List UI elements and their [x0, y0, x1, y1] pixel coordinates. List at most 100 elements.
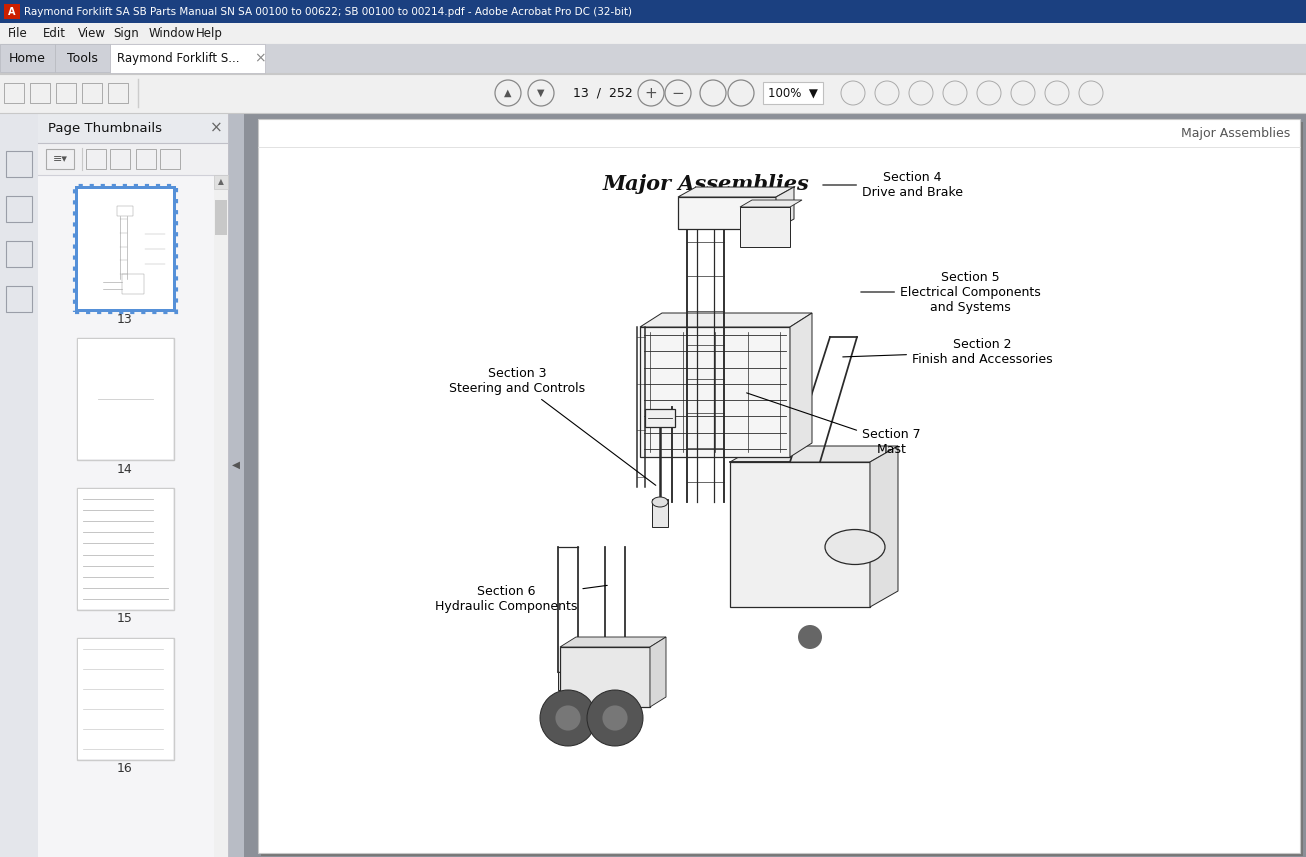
- Polygon shape: [650, 637, 666, 707]
- Bar: [215, 200, 227, 235]
- Ellipse shape: [586, 690, 643, 746]
- Text: Section 6
Hydraulic Components: Section 6 Hydraulic Components: [435, 585, 607, 613]
- Bar: [4, 4, 20, 19]
- Bar: [7, 286, 33, 312]
- Ellipse shape: [652, 497, 667, 507]
- Bar: [77, 638, 174, 760]
- Text: ×: ×: [210, 121, 222, 135]
- Text: A: A: [8, 7, 16, 16]
- Text: Raymond Forklift SA SB Parts Manual SN SA 00100 to 00622; SB 00100 to 00214.pdf : Raymond Forklift SA SB Parts Manual SN S…: [24, 7, 632, 16]
- Text: Edit: Edit: [43, 27, 67, 40]
- Bar: [56, 83, 76, 103]
- Bar: [38, 143, 229, 175]
- Bar: [161, 149, 180, 169]
- Bar: [78, 489, 172, 609]
- Bar: [0, 44, 1306, 73]
- Text: Sign: Sign: [114, 27, 140, 40]
- Polygon shape: [640, 313, 812, 327]
- Bar: [0, 73, 1306, 113]
- Bar: [645, 409, 675, 427]
- Bar: [229, 113, 244, 857]
- Bar: [763, 82, 823, 104]
- Bar: [7, 196, 33, 222]
- Bar: [110, 149, 131, 169]
- Bar: [118, 206, 133, 216]
- Text: 14: 14: [118, 463, 133, 476]
- Text: Section 7
Mast: Section 7 Mast: [747, 393, 921, 456]
- Polygon shape: [550, 535, 812, 547]
- Bar: [560, 647, 650, 707]
- Bar: [77, 338, 174, 460]
- Bar: [730, 462, 870, 607]
- Bar: [7, 241, 33, 267]
- Bar: [77, 488, 174, 610]
- Bar: [30, 83, 50, 103]
- Bar: [86, 149, 106, 169]
- Text: Major Assemblies: Major Assemblies: [602, 174, 810, 194]
- Bar: [244, 113, 1306, 857]
- Polygon shape: [730, 446, 899, 462]
- Bar: [46, 149, 74, 169]
- Bar: [78, 189, 172, 309]
- Text: File: File: [8, 27, 27, 40]
- Bar: [214, 175, 229, 857]
- Bar: [0, 44, 55, 72]
- Ellipse shape: [798, 625, 821, 649]
- Text: Home: Home: [9, 51, 46, 64]
- Bar: [110, 44, 265, 73]
- Bar: [136, 149, 155, 169]
- Text: Tools: Tools: [67, 51, 98, 64]
- Text: Help: Help: [196, 27, 222, 40]
- Text: Raymond Forklift S...: Raymond Forklift S...: [116, 51, 239, 64]
- Bar: [78, 639, 172, 759]
- Bar: [7, 151, 33, 177]
- Text: Section 3
Steering and Controls: Section 3 Steering and Controls: [449, 367, 656, 485]
- Ellipse shape: [539, 690, 596, 746]
- Ellipse shape: [785, 612, 835, 662]
- Polygon shape: [870, 446, 899, 607]
- Polygon shape: [776, 187, 794, 229]
- Bar: [78, 339, 172, 459]
- Text: Section 4
Drive and Brake: Section 4 Drive and Brake: [823, 171, 963, 199]
- Ellipse shape: [602, 705, 628, 731]
- Polygon shape: [741, 200, 802, 207]
- Text: Section 2
Finish and Accessories: Section 2 Finish and Accessories: [842, 338, 1053, 366]
- Bar: [74, 186, 176, 312]
- Text: ▲: ▲: [504, 88, 512, 98]
- Bar: [678, 197, 776, 229]
- Ellipse shape: [722, 646, 754, 678]
- Bar: [38, 113, 229, 143]
- Bar: [121, 274, 144, 294]
- Bar: [550, 547, 790, 572]
- Bar: [214, 175, 229, 189]
- Bar: [261, 122, 1303, 856]
- Text: ▼: ▼: [537, 88, 545, 98]
- Text: Window: Window: [149, 27, 196, 40]
- Text: ◀: ◀: [232, 460, 240, 470]
- Polygon shape: [790, 313, 812, 457]
- Ellipse shape: [555, 705, 581, 731]
- Bar: [82, 83, 102, 103]
- Bar: [259, 119, 1299, 853]
- Bar: [108, 83, 128, 103]
- Bar: [0, 23, 1306, 44]
- Bar: [558, 672, 626, 690]
- Bar: [0, 0, 1306, 23]
- Text: 100%  ▼: 100% ▼: [768, 87, 818, 99]
- Text: 13: 13: [118, 313, 133, 326]
- Polygon shape: [560, 637, 666, 647]
- Bar: [640, 327, 790, 457]
- Bar: [741, 207, 790, 247]
- Bar: [652, 499, 667, 527]
- Polygon shape: [678, 187, 794, 197]
- Bar: [55, 44, 110, 72]
- Bar: [0, 113, 38, 857]
- Text: ≡▾: ≡▾: [52, 154, 68, 164]
- Bar: [4, 83, 24, 103]
- Text: 13  /  252: 13 / 252: [573, 87, 633, 99]
- Text: View: View: [78, 27, 106, 40]
- Text: −: −: [671, 86, 684, 100]
- Text: ▲: ▲: [218, 177, 223, 187]
- Text: Section 5
Electrical Components
and Systems: Section 5 Electrical Components and Syst…: [861, 271, 1041, 314]
- Bar: [38, 113, 229, 857]
